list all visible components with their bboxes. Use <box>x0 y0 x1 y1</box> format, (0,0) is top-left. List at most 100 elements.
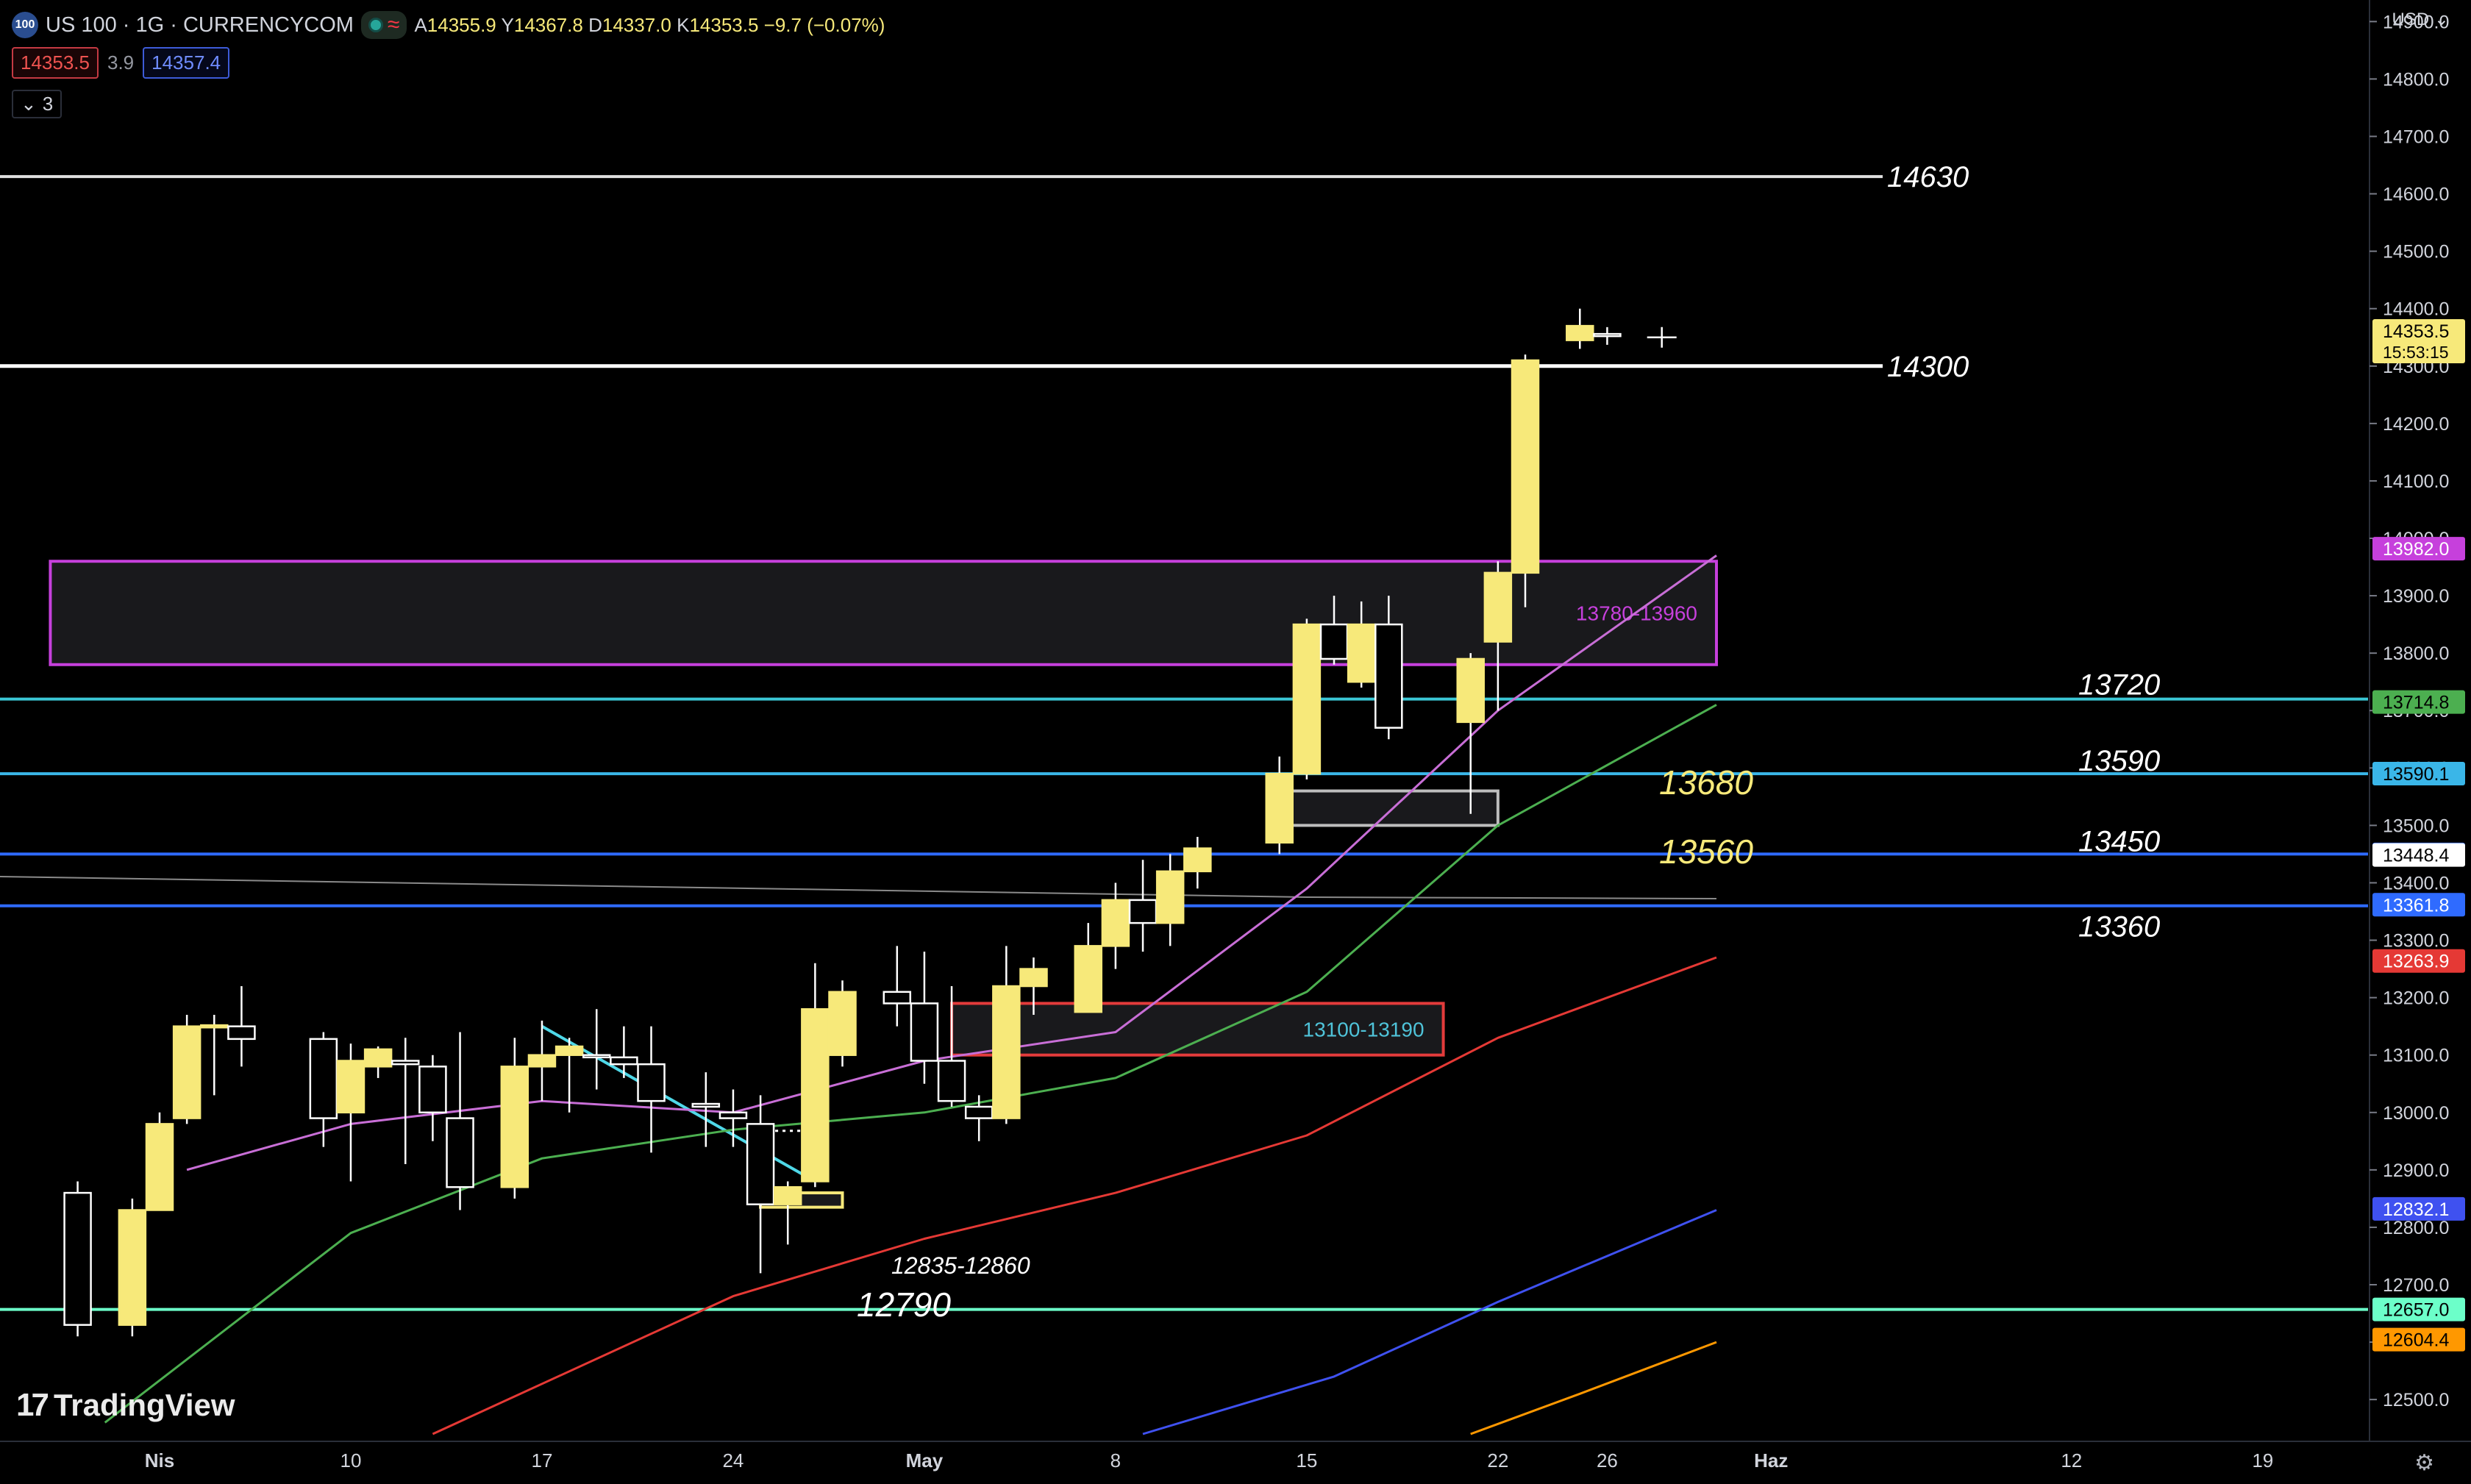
tradingview-logo-icon: 17 <box>16 1387 49 1423</box>
candle-body-up <box>1456 657 1485 724</box>
price-tag-label-0: 14353.5 <box>2383 321 2449 342</box>
price-tick-label-0: 14900.0 <box>2383 12 2449 32</box>
price-tick-label-18: 13100.0 <box>2383 1046 2449 1066</box>
price-tick-label-2: 14700.0 <box>2383 126 2449 147</box>
spread-value: 3.9 <box>107 51 135 74</box>
candle-body-down <box>1319 623 1349 660</box>
candle-body-up <box>1292 623 1322 775</box>
zone-box-0 <box>49 560 1718 666</box>
price-tag-bg-9 <box>2372 1297 2465 1321</box>
price-tag-label-6: 13361.8 <box>2383 895 2449 916</box>
candle <box>227 986 256 1067</box>
candle-body-up <box>1101 899 1130 947</box>
sell-price-button[interactable]: 14353.5 <box>12 47 99 79</box>
candle-body-up <box>555 1045 584 1056</box>
candle-body-up <box>1183 847 1212 873</box>
candle-body-down <box>883 991 912 1005</box>
candle <box>1483 561 1513 711</box>
currency-selector[interactable]: USD ⌄ <box>2392 10 2449 29</box>
candle <box>555 1038 584 1113</box>
annotation-0: 13680 <box>1659 763 1753 802</box>
zone-label-1: 13100-13190 <box>1303 1019 1425 1041</box>
candle <box>418 1055 447 1141</box>
candle <box>1347 601 1376 688</box>
price-axis-bg <box>2370 0 2471 1484</box>
candle <box>1456 653 1485 814</box>
candle <box>145 1112 174 1211</box>
price-tick-label-22: 12700.0 <box>2383 1275 2449 1296</box>
price-tick-label-14: 13500.0 <box>2383 816 2449 836</box>
symbol-title[interactable]: US 100 · 1G · CURRENCYCOM <box>46 13 354 37</box>
time-tick-label-2: 17 <box>531 1449 552 1471</box>
price-tag-bg-1 <box>2372 537 2465 561</box>
candle <box>172 1015 202 1124</box>
level-label-2: 13720 <box>2078 669 2160 702</box>
candle <box>1511 354 1540 607</box>
price-tag-label-3: 13590.1 <box>2383 764 2449 785</box>
price-tick-label-19: 13000.0 <box>2383 1103 2449 1124</box>
price-tick-label-5: 14400.0 <box>2383 299 2449 320</box>
moving-average-ma_red <box>432 956 1717 1435</box>
price-tag-bg-10 <box>2372 1327 2465 1352</box>
candle <box>1101 882 1130 969</box>
ohlc-readout: A14355.9 Y14367.8 D14337.0 K14353.5 −9.7… <box>414 13 885 36</box>
candle <box>610 1026 638 1078</box>
candle-body-up <box>1155 870 1185 924</box>
buy-price-button[interactable]: 14357.4 <box>143 47 230 79</box>
candle <box>1019 957 1048 1016</box>
candle-body-up <box>172 1025 202 1119</box>
candle <box>1128 860 1158 952</box>
annotation-1: 13560 <box>1659 832 1753 871</box>
candle-body-down <box>1593 332 1622 338</box>
candle-body-down <box>309 1038 338 1119</box>
candle <box>746 1095 775 1274</box>
time-tick-label-5: 8 <box>1110 1449 1121 1471</box>
candle <box>582 1009 611 1090</box>
candle-body-up <box>1347 623 1376 683</box>
candle-body-down <box>910 1002 939 1062</box>
candle-body-down <box>937 1060 966 1102</box>
gear-icon[interactable]: ⚙ <box>2414 1451 2434 1475</box>
candle-body-up <box>801 1007 830 1182</box>
candle <box>1265 756 1294 855</box>
candle <box>719 1089 748 1147</box>
moving-average-ma_green <box>104 704 1717 1424</box>
candle <box>1074 923 1103 1013</box>
candle-body-down <box>446 1117 474 1188</box>
time-tick-label-8: 26 <box>1597 1449 1618 1471</box>
time-tick-label-9: Haz <box>1754 1449 1788 1471</box>
candle <box>118 1198 147 1337</box>
price-tick-label-16: 13300.0 <box>2383 931 2449 952</box>
candle-body-up <box>1483 571 1513 643</box>
annotation-3: 12790 <box>857 1285 951 1324</box>
candle <box>828 980 857 1067</box>
candle-body-up <box>773 1186 802 1205</box>
moving-average-ma_orange <box>1470 1341 1717 1435</box>
price-tag-label-5: 13448.4 <box>2383 846 2449 866</box>
annotation-2: 12835-12860 <box>891 1252 1030 1279</box>
price-tag-sub-0: 15:53:15 <box>2383 343 2449 362</box>
level-label-5: 13360 <box>2078 911 2160 943</box>
market-status-pill[interactable]: ≈ <box>360 11 407 39</box>
price-tick-label-10: 13900.0 <box>2383 586 2449 607</box>
candle-body-up <box>200 1024 229 1029</box>
candle <box>992 946 1021 1124</box>
candle-body-down <box>719 1111 748 1119</box>
candle-body-down <box>227 1025 256 1041</box>
indicators-toggle[interactable]: ⌄ 3 <box>12 90 63 118</box>
candle-body-down <box>582 1054 611 1059</box>
price-tag-bg-6 <box>2372 893 2465 917</box>
candle <box>773 1181 802 1245</box>
price-tick-label-3: 14600.0 <box>2383 185 2449 205</box>
candle-body-down <box>964 1105 994 1119</box>
candle <box>527 1020 557 1102</box>
price-tag-label-9: 12657.0 <box>2383 1300 2449 1321</box>
candle-body-up <box>1566 324 1594 341</box>
price-tick-label-21: 12800.0 <box>2383 1218 2449 1238</box>
candle <box>1183 837 1212 889</box>
candle-body-up <box>1019 968 1048 988</box>
candle <box>937 986 966 1107</box>
candle <box>63 1181 92 1337</box>
candle <box>1374 596 1403 740</box>
